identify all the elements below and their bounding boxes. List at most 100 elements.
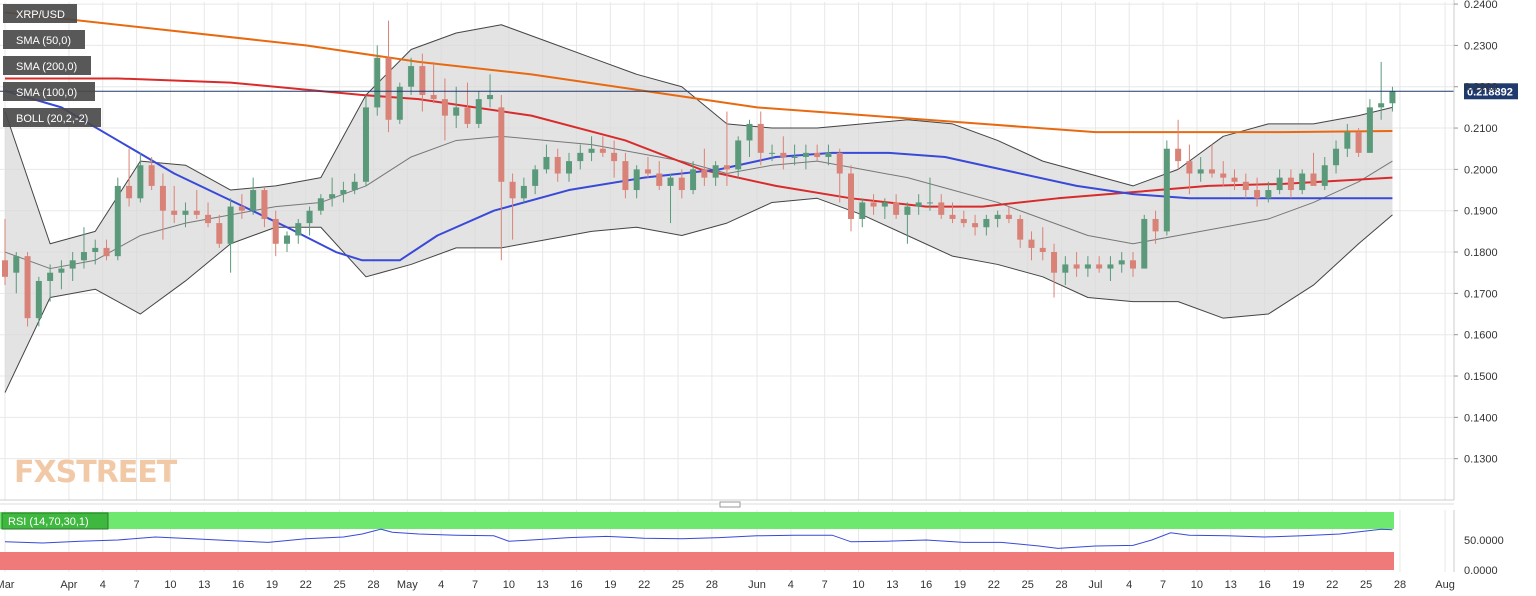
candle-body — [205, 214, 212, 224]
candle-body — [227, 206, 234, 244]
candle-body — [148, 165, 155, 186]
candle-body — [678, 177, 685, 191]
candle-body — [453, 107, 460, 116]
legend-entry-label: SMA (200,0) — [16, 61, 77, 73]
candle-body — [825, 152, 832, 157]
x-tick-label: 4 — [788, 579, 794, 591]
x-tick-label: Aug — [1435, 579, 1455, 591]
candle-body — [171, 210, 178, 215]
legend-entry-box — [3, 30, 85, 49]
candle-body — [430, 94, 437, 100]
rsi-tick-label: 50.0000 — [1464, 535, 1504, 547]
candle-body — [1096, 264, 1103, 269]
sma50-line — [4, 89, 1393, 262]
candle-body — [554, 156, 561, 174]
candle-body — [1118, 260, 1125, 265]
x-tick-label: 28 — [1394, 579, 1406, 591]
candle-body — [690, 169, 697, 191]
x-tick-label: Jun — [748, 579, 766, 591]
candle-body — [193, 210, 200, 215]
candle-body — [915, 202, 922, 207]
candle-body — [1254, 190, 1261, 199]
candle-body — [24, 256, 31, 319]
legend-entry-box — [3, 4, 77, 23]
candle-body — [1299, 173, 1306, 191]
candle-body — [441, 99, 448, 116]
y-tick-label: 0.1400 — [1464, 412, 1498, 424]
candle-body — [351, 181, 358, 191]
candle-body — [644, 169, 651, 174]
candle-body — [1265, 190, 1272, 199]
x-tick-label: 28 — [1055, 579, 1067, 591]
watermark-logo: FXSTREET — [14, 455, 178, 490]
candle-body — [261, 190, 268, 219]
candle-body — [870, 202, 877, 207]
candle-body — [317, 198, 324, 211]
candle-body — [238, 206, 245, 211]
candle-body — [1084, 264, 1091, 269]
x-tick-label: Mar — [0, 579, 15, 591]
x-tick-label: 28 — [706, 579, 718, 591]
candle-body — [848, 173, 854, 219]
x-tick-label: 22 — [300, 579, 312, 591]
main-plot — [0, 11, 1454, 393]
candle-body — [622, 161, 629, 191]
candle-body — [250, 190, 257, 211]
candle-body — [780, 152, 787, 157]
x-tick-label: Jul — [1088, 579, 1102, 591]
x-tick-label: 19 — [266, 579, 278, 591]
candle-body — [396, 86, 403, 120]
legend-entry-label: XRP/USD — [16, 9, 65, 21]
current-price-label: 0.218892 — [1467, 86, 1513, 98]
candle-body — [182, 210, 189, 215]
candle-body — [904, 206, 911, 215]
x-tick-label: 7 — [472, 579, 478, 591]
x-tick-label: 25 — [672, 579, 684, 591]
x-tick-label: 7 — [1160, 579, 1166, 591]
candle-body — [362, 107, 369, 182]
x-tick-label: 4 — [438, 579, 444, 591]
x-tick-label: 10 — [852, 579, 864, 591]
x-tick-label: 22 — [1326, 579, 1338, 591]
candle-body — [735, 140, 742, 170]
candle-body — [216, 223, 223, 244]
bollinger-band-fill — [5, 24, 1393, 393]
candle-body — [1039, 247, 1046, 253]
axes: 0.218892 0.2400 0.2300 0.2200 0.2100 0.2000 0.… — [0, 0, 1518, 591]
candle-body — [893, 202, 900, 215]
candle-body — [35, 280, 42, 319]
candle-body — [543, 156, 550, 170]
x-tick-label: 4 — [100, 579, 106, 591]
candle-body — [374, 57, 381, 108]
rsi-overbought-zone — [0, 512, 1394, 529]
candle-body — [58, 268, 65, 273]
x-tick-label: 16 — [570, 579, 582, 591]
candle-body — [520, 185, 527, 199]
x-tick-label: 25 — [1360, 579, 1372, 591]
candle-body — [408, 66, 415, 87]
candle-body — [1197, 169, 1204, 174]
candle-body — [1028, 239, 1035, 248]
candle-body — [1366, 107, 1373, 153]
x-tick-label: 10 — [164, 579, 176, 591]
candle-body — [1017, 218, 1024, 240]
candle-body — [972, 223, 979, 228]
candle-body — [103, 247, 110, 257]
candle-body — [1378, 103, 1385, 108]
rsi-panel: RSI (14,70,30,1) — [0, 512, 1394, 570]
x-tick-label: 16 — [920, 579, 932, 591]
candle-body — [1107, 264, 1114, 269]
candle-body — [1389, 91, 1396, 104]
legend-entry-label: BOLL (20,2,-2) — [16, 113, 88, 125]
candle-body — [114, 185, 121, 257]
candle-body — [814, 152, 821, 157]
candle-body — [712, 165, 719, 178]
y-tick-label: 0.1900 — [1464, 206, 1498, 218]
x-tick-label: 25 — [1022, 579, 1034, 591]
candle-body — [994, 214, 1001, 219]
candle-body — [859, 202, 866, 219]
candle-body — [498, 107, 505, 182]
candle-body — [611, 152, 618, 162]
candle-body — [464, 107, 471, 124]
x-tick-label: 13 — [1225, 579, 1237, 591]
